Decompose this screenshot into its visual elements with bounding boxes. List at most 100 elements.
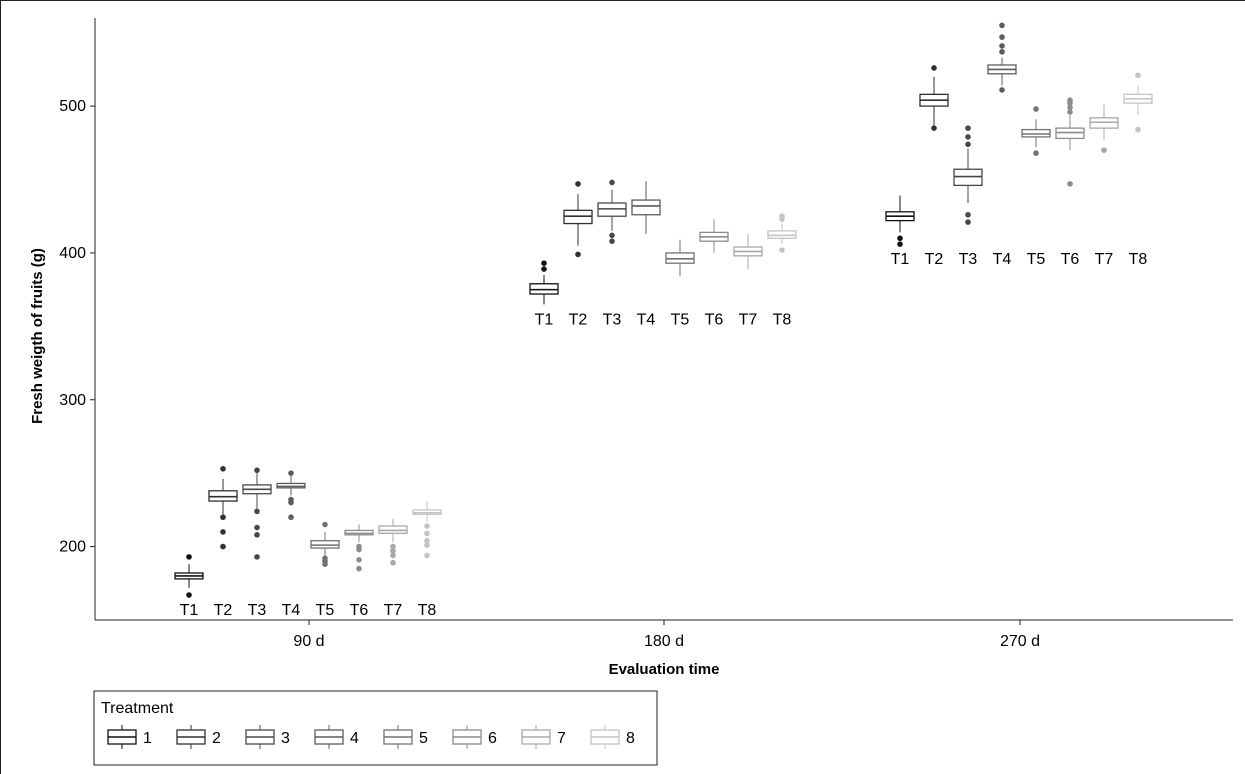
legend-item-8: 8 [590,725,635,749]
box-90d-T1 [174,554,204,598]
box-outlier [390,552,396,559]
box-outlier [999,87,1005,93]
group-label: T1 [180,602,199,619]
box-outlier [965,141,971,148]
box-outlier [779,213,785,220]
box-270d-T8 [1123,72,1153,133]
box-outlier [220,529,226,535]
box-outlier [220,465,226,472]
legend-item-4: 4 [314,725,359,749]
box-90d-T5 [310,521,340,568]
box-outlier [254,554,260,560]
box-outlier [999,48,1005,55]
box-outlier [424,537,430,544]
box-outlier [999,22,1005,29]
group-label: T8 [418,602,437,619]
box-outlier [1135,126,1141,133]
box-90d-T8 [412,501,442,559]
box-outlier [897,241,903,247]
group-label: T8 [1129,251,1148,268]
group-label: T6 [350,602,369,619]
y-tick-label: 500 [59,98,86,115]
box-outlier [288,470,294,476]
box-outlier [1033,150,1039,156]
group-label: T5 [1027,251,1046,268]
box-outlier [356,543,362,550]
box-90d-T6 [344,524,374,572]
legend-item-3: 3 [245,725,290,749]
group-label: T1 [535,311,554,328]
box-180d-T3 [597,179,627,244]
box-outlier [424,542,430,548]
group-label: T7 [1095,251,1114,268]
y-axis-title: Fresh weigth of fruits (g) [29,248,46,424]
x-tick-label: 180 d [644,633,684,650]
box-outlier [1067,104,1073,111]
box-outlier [424,523,430,529]
legend-label: 7 [557,730,566,747]
group-label: T6 [705,311,724,328]
group-label: T1 [891,251,910,268]
box-outlier [1101,147,1107,153]
box-outlier [220,514,226,521]
box-outlier [254,467,260,474]
legend-item-7: 7 [521,725,566,749]
box-270d-T2 [919,65,949,131]
legend-item-6: 6 [452,725,497,749]
legend-label: 6 [488,730,497,747]
box-outlier [541,266,547,272]
group-label: T3 [603,311,622,328]
box-outlier [322,521,328,528]
box-outlier [609,238,615,244]
box-90d-T7 [378,518,408,566]
box-outlier [965,219,971,225]
legend-keys: 1 2 3 4 5 6 7 8 [107,725,635,749]
x-tick-label: 270 d [1000,633,1040,650]
box-180d-T6 [699,219,729,253]
legend: Treatment 1 2 3 4 5 6 7 8 [93,690,658,766]
box-outlier [609,179,615,186]
box-outlier [931,65,937,71]
box-outlier [288,496,294,503]
box-outlier [931,125,937,131]
legend-label: 8 [626,730,635,747]
box-outlier [288,514,294,521]
box-outlier [254,532,260,538]
legend-title: Treatment [101,700,174,717]
box-270d-T1 [885,195,915,247]
box-270d-T7 [1089,104,1119,153]
box-270d-T5 [1021,106,1051,156]
box-outlier [424,530,430,537]
box-90d-T3 [242,467,272,560]
box-270d-T4 [987,22,1017,93]
y-tick-label: 400 [59,245,86,262]
box-outlier [390,543,396,550]
group-label: T7 [384,602,403,619]
legend-label: 2 [212,730,221,747]
box-outlier [575,251,581,258]
y-tick-label: 300 [59,392,86,409]
box-180d-T2 [563,181,593,258]
legend-label: 5 [419,730,428,747]
box-outlier [356,557,362,563]
box-body [631,199,661,216]
legend-frame [93,690,658,766]
group-label: T2 [214,602,233,619]
box-outlier [575,181,581,187]
box-outlier [965,134,971,140]
box-270d-T6 [1055,97,1085,187]
box-outlier [1033,106,1039,112]
legend-item-2: 2 [176,725,221,749]
group-label: T7 [739,311,758,328]
box-outlier [1067,181,1073,187]
group-label: T4 [637,311,656,328]
group-label: T8 [773,311,792,328]
box-outlier [965,125,971,131]
box-outlier [186,592,192,598]
box-180d-T7 [733,233,763,270]
group-label: T4 [993,251,1012,268]
box-180d-T1 [529,260,559,305]
box-outlier [322,555,328,562]
